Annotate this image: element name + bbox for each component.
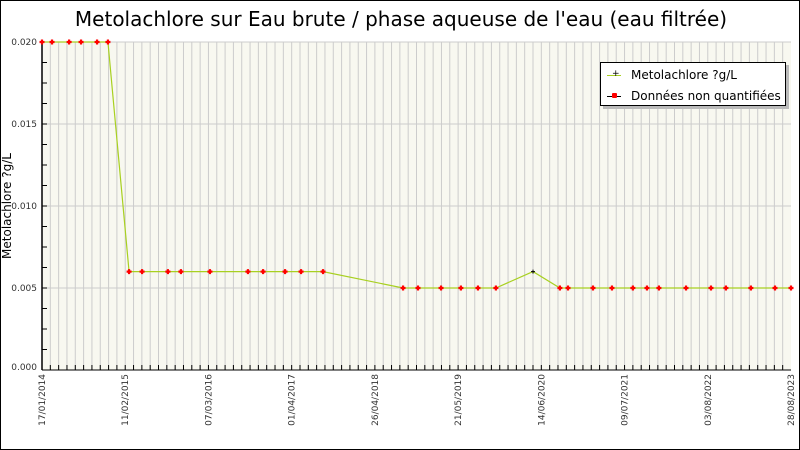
data-point-non-quantified	[788, 285, 794, 291]
data-point-non-quantified	[565, 285, 571, 291]
x-tick-label: 03/08/2022	[704, 374, 714, 426]
x-tick-label: 07/03/2016	[204, 374, 214, 426]
data-point-non-quantified	[415, 285, 421, 291]
data-point-non-quantified	[656, 285, 662, 291]
y-tick-label: 0.000	[11, 363, 37, 373]
y-tick-label: 0.005	[11, 284, 37, 294]
y-tick-label: 0.010	[11, 202, 37, 212]
legend-line-swatch	[607, 75, 621, 76]
data-point-non-quantified	[723, 285, 729, 291]
data-point-non-quantified	[683, 285, 689, 291]
legend-item-non-quantified: Données non quantifiées	[601, 87, 785, 105]
x-tick-label: 26/04/2018	[371, 374, 381, 426]
data-point-non-quantified	[458, 285, 464, 291]
data-point-non-quantified	[772, 285, 778, 291]
data-point-non-quantified	[245, 269, 251, 275]
legend: + Metolachlore ?g/L Données non quantifi…	[600, 62, 786, 106]
data-point-non-quantified	[139, 269, 145, 275]
legend-item-quantified: + Metolachlore ?g/L	[601, 66, 785, 84]
y-tick-label: 0.020	[11, 38, 37, 48]
data-point-non-quantified	[178, 269, 184, 275]
data-point-non-quantified	[557, 285, 563, 291]
data-point-non-quantified	[590, 285, 596, 291]
chart-title: Metolachlore sur Eau brute / phase aqueu…	[74, 7, 728, 31]
plus-marker-icon: +	[612, 69, 620, 79]
data-point-non-quantified	[260, 269, 266, 275]
series-line	[42, 41, 791, 289]
data-point-non-quantified	[609, 285, 615, 291]
data-point-non-quantified	[320, 269, 326, 275]
x-tick-label: 21/05/2019	[454, 374, 464, 426]
data-point-non-quantified	[475, 285, 481, 291]
x-tick-label: 17/01/2014	[38, 374, 48, 426]
data-point-non-quantified	[126, 269, 132, 275]
data-point-non-quantified	[298, 269, 304, 275]
y-tick-label: 0.015	[11, 120, 37, 130]
data-point-non-quantified	[165, 269, 171, 275]
data-point-non-quantified	[438, 285, 444, 291]
red-marker-icon	[612, 93, 617, 98]
data-point-non-quantified	[748, 285, 754, 291]
data-point-non-quantified	[78, 39, 84, 45]
data-point-non-quantified	[207, 269, 213, 275]
data-point-non-quantified	[400, 285, 406, 291]
x-tick-label: 28/08/2023	[787, 374, 797, 426]
data-point-non-quantified	[644, 285, 650, 291]
data-point-non-quantified	[94, 39, 100, 45]
legend-label: Données non quantifiées	[631, 89, 781, 103]
x-tick-label: 01/04/2017	[288, 374, 298, 426]
data-point-non-quantified	[282, 269, 288, 275]
data-point-non-quantified	[630, 285, 636, 291]
data-point-non-quantified	[49, 39, 55, 45]
data-point-quantified	[531, 269, 536, 274]
data-point-non-quantified	[66, 39, 72, 45]
legend-label: Metolachlore ?g/L	[631, 68, 737, 82]
x-tick-label: 14/06/2020	[537, 374, 547, 426]
data-point-non-quantified	[708, 285, 714, 291]
data-point-non-quantified	[105, 39, 111, 45]
data-point-non-quantified	[493, 285, 499, 291]
data-point-non-quantified	[39, 39, 45, 45]
x-tick-label: 09/07/2021	[621, 374, 631, 426]
x-tick-label: 11/02/2015	[121, 374, 131, 426]
